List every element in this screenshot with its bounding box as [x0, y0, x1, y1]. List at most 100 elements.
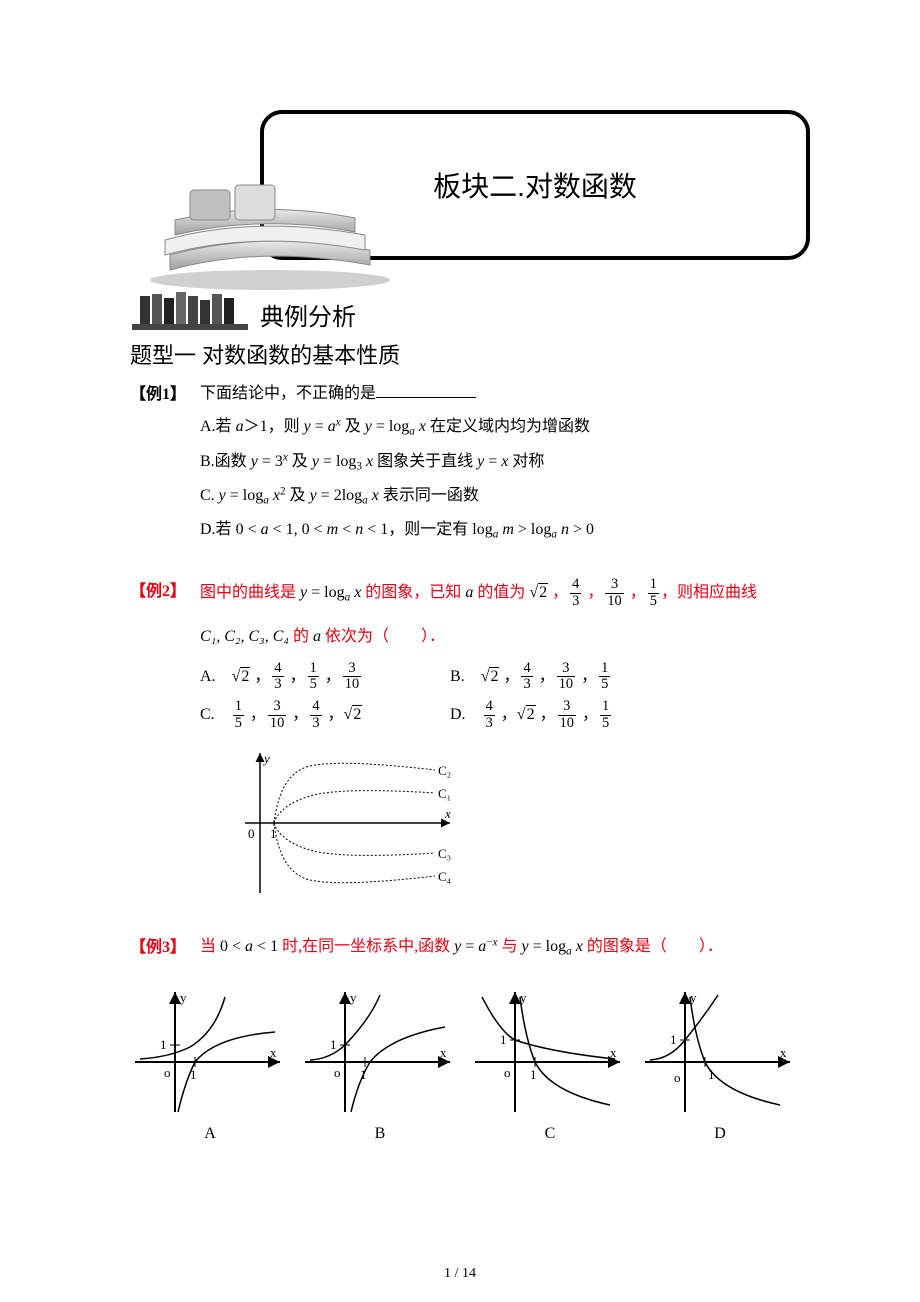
svg-text:1: 1: [160, 1037, 167, 1052]
ex3-graph-a: y x o 1 1 A: [130, 987, 290, 1143]
svg-text:o: o: [674, 1070, 681, 1085]
shelf-books-icon: [130, 290, 250, 332]
ex1-stem-text: 下面结论中，不正确的是: [200, 385, 376, 402]
f15n: 1: [648, 577, 659, 594]
svg-text:x: x: [610, 1045, 617, 1060]
ex1-a-prefix: A.若: [200, 418, 236, 435]
ex1-b-s3: 对称: [508, 453, 544, 470]
ex2-st6: 依次为（ ）．: [321, 628, 445, 645]
ex1-c-s2: 表示同一函数: [379, 487, 479, 504]
ex3-graph-c: y x o 1 1 C: [470, 987, 630, 1143]
svg-text:x: x: [440, 1045, 447, 1060]
ex3-label-a: A: [130, 1125, 290, 1143]
example-2-tag: 【例2】: [130, 577, 200, 903]
ex3-s4: 的图象是（ ）．: [583, 938, 723, 955]
svg-text:1: 1: [670, 1032, 677, 1047]
ex1-b-s2: 图象关于直线: [373, 453, 477, 470]
ex2-oa: A.: [200, 668, 232, 685]
ex1-option-b: B.函数 y = 3x 及 y = log3 x 图象关于直线 y = x 对称: [200, 448, 790, 476]
ex1-a-s1: ，则: [268, 418, 304, 435]
ex1-d-prefix: D.若: [200, 521, 236, 538]
header-banner: 板块二.对数函数: [130, 100, 790, 280]
ex1-option-a: A.若 a＞1，则 y = ax 及 y = loga x 在定义域内均为增函数: [200, 413, 790, 441]
oc-sqrt: 2: [352, 705, 362, 723]
blank-line: [376, 382, 476, 398]
od-sqrt: 2: [526, 705, 536, 723]
ex2-st5: 的: [289, 628, 313, 645]
ex1-a-s3: 在定义域内均为增函数: [426, 418, 590, 435]
f15d: 5: [648, 594, 659, 610]
page-total: 14: [462, 1266, 476, 1281]
ex2-st2: 的图象，已知: [361, 584, 465, 601]
svg-text:1: 1: [530, 1067, 537, 1082]
ex2-xlabel: x: [444, 806, 451, 821]
ex2-curves: C₁, C₂, C₃, C₄: [200, 628, 289, 645]
page-number: 1: [444, 1266, 451, 1281]
ex1-b-prefix: B.函数: [200, 453, 251, 470]
example-1-tag: 【例1】: [130, 380, 200, 551]
example-2-body: 图中的曲线是 y = loga x 的图象，已知 a 的值为 2 ，43 ，31…: [200, 577, 790, 903]
svg-text:y: y: [350, 990, 357, 1005]
svg-text:1: 1: [500, 1032, 507, 1047]
ex3-graphs-row: y x o 1 1 A y x o 1 1: [130, 987, 790, 1143]
ex2-option-c: C. 15 ，310 ，43 ，2: [200, 699, 410, 732]
f310n: 3: [605, 577, 623, 594]
ex2-od: D.: [450, 706, 482, 723]
svg-text:x: x: [270, 1045, 277, 1060]
ex2-c4: C₄: [438, 869, 452, 884]
svg-text:x: x: [780, 1045, 787, 1060]
ex3-graph-b: y x o 1 1 B: [300, 987, 460, 1143]
ex2-ob: B.: [450, 668, 481, 685]
example-3: 【例3】 当 0 < a < 1 时,在同一坐标系中,函数 y = a−x 与 …: [130, 933, 790, 967]
example-2: 【例2】 图中的曲线是 y = loga x 的图象，已知 a 的值为 2 ，4…: [130, 577, 790, 903]
ob-sqrt: 2: [489, 667, 499, 685]
svg-text:o: o: [334, 1065, 341, 1080]
ex1-option-c: C. y = loga x2 及 y = 2loga x 表示同一函数: [200, 482, 790, 510]
ex1-a-s2: 及: [341, 418, 365, 435]
example-1: 【例1】 下面结论中，不正确的是 A.若 a＞1，则 y = ax 及 y = …: [130, 380, 790, 551]
ex2-option-a: A. 2 ，43 ，15 ，310: [200, 661, 410, 694]
svg-text:y: y: [180, 990, 187, 1005]
ex2-st1: 图中的曲线是: [200, 584, 300, 601]
ex2-c2: C₂: [438, 763, 451, 778]
ex2-stem-line2: C₁, C₂, C₃, C₄ 的 a 依次为（ ）．: [200, 623, 790, 650]
section-heading: 典例分析: [130, 290, 790, 332]
ex2-origin: 0: [248, 826, 255, 841]
example-3-tag: 【例3】: [130, 933, 200, 967]
ex1-option-d: D.若 0 < a < 1, 0 < m < n < 1，则一定有 loga m…: [200, 516, 790, 544]
ex2-ylabel: y: [262, 751, 270, 766]
ex2-sqrt2: 2: [538, 583, 548, 601]
page-sep: /: [451, 1266, 462, 1281]
ex2-options-row2: C. 15 ，310 ，43 ，2 D. 43 ，2 ，310 ，15: [200, 699, 790, 732]
ex3-graph-d: y x o 1 1 D: [640, 987, 800, 1143]
svg-text:1: 1: [330, 1037, 337, 1052]
ex2-c3: C₃: [438, 846, 451, 861]
ex2-option-d: D. 43 ，2 ，310 ，15: [450, 699, 660, 732]
page-footer: 1 / 14: [0, 1266, 920, 1282]
f43n: 4: [570, 577, 581, 594]
oa-sqrt: 2: [240, 667, 250, 685]
ex3-label-d: D: [640, 1125, 800, 1143]
ex2-options-row1: A. 2 ，43 ，15 ，310 B. 2 ，43 ，310 ，15: [200, 661, 790, 694]
section-label: 典例分析: [260, 297, 356, 332]
ex2-stem-line1: 图中的曲线是 y = loga x 的图象，已知 a 的值为 2 ，43 ，31…: [200, 577, 790, 610]
ex2-st3: 的值为: [473, 584, 529, 601]
books-stack-icon: [120, 160, 400, 290]
ex1-c-prefix: C.: [200, 487, 219, 504]
ex3-s3: 与: [498, 938, 522, 955]
ex1-stem: 下面结论中，不正确的是: [200, 380, 790, 407]
ex2-st4: ，则相应曲线: [661, 584, 757, 601]
page-content: 板块二.对数函数 典例分析: [0, 0, 920, 1183]
ex1-b-s1: 及: [288, 453, 312, 470]
ex3-s2: 时,在同一坐标系中,函数: [278, 938, 454, 955]
ex1-d-s1: ，则一定有: [388, 521, 472, 538]
ex2-log-graph: y x 0 1 C₂ C₁ C₃ C₄: [240, 748, 460, 898]
ex3-label-c: C: [470, 1125, 630, 1143]
banner-title: 板块二.对数函数: [433, 165, 637, 205]
ex1-c-s1: 及: [286, 487, 310, 504]
f310d: 10: [605, 594, 623, 610]
f43d: 3: [570, 594, 581, 610]
svg-text:o: o: [504, 1065, 511, 1080]
ex3-label-b: B: [300, 1125, 460, 1143]
ex2-one: 1: [270, 826, 277, 841]
